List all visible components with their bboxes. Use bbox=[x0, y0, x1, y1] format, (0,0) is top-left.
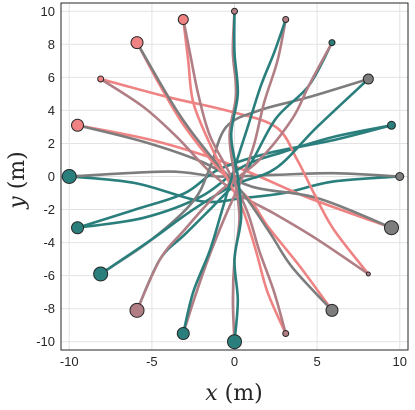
trajectory-line-20 bbox=[229, 9, 243, 344]
y-tick-label: 8 bbox=[48, 37, 55, 52]
y-tick-label: -4 bbox=[43, 235, 55, 250]
x-tick-label: 0 bbox=[231, 354, 238, 369]
agent-start-marker-11 bbox=[130, 36, 144, 50]
agent-start-marker-15 bbox=[177, 14, 189, 26]
y-tick-label: 10 bbox=[41, 4, 55, 19]
x-tick-label: -5 bbox=[146, 354, 158, 369]
trajectory-line-8 bbox=[99, 77, 370, 276]
agent-start-marker-7 bbox=[97, 75, 105, 83]
trajectories bbox=[67, 9, 402, 344]
y-tick-labels: -10 -8 -6 -4 -2 0 2 4 6 8 10 bbox=[36, 4, 55, 349]
agent-start-marker-20 bbox=[227, 334, 242, 350]
plot-frame bbox=[60, 2, 409, 351]
agent-start-marker-2 bbox=[395, 172, 405, 181]
agent-start-marker-19 bbox=[231, 7, 238, 15]
agent-start-marker-9 bbox=[362, 73, 374, 85]
agent-markers bbox=[61, 7, 405, 350]
y-tick-label: 0 bbox=[48, 169, 55, 184]
y-tick-label: -6 bbox=[43, 268, 55, 283]
trajectory-line-5 bbox=[76, 123, 393, 230]
trajectory-line-16 bbox=[181, 18, 288, 335]
x-tick-label: 10 bbox=[393, 354, 407, 369]
agent-start-marker-5 bbox=[386, 120, 396, 130]
y-tick-label: -2 bbox=[43, 202, 55, 217]
y-tick-label: 4 bbox=[48, 103, 55, 118]
x-tick-label: -10 bbox=[60, 354, 79, 369]
x-axis-label: x (m) bbox=[205, 381, 262, 406]
agent-start-marker-17 bbox=[282, 16, 290, 24]
agent-start-marker-16 bbox=[282, 329, 290, 337]
y-tick-label: 2 bbox=[48, 136, 55, 151]
agent-start-marker-13 bbox=[328, 39, 336, 47]
agent-start-marker-1 bbox=[61, 169, 77, 184]
agent-start-marker-3 bbox=[71, 118, 85, 132]
y-tick-label: -10 bbox=[36, 334, 55, 349]
trajectory-line-17 bbox=[181, 18, 288, 335]
agent-start-marker-6 bbox=[71, 221, 85, 235]
agent-start-marker-4 bbox=[383, 220, 399, 236]
y-axis-label: y (m) bbox=[5, 151, 30, 209]
x-tick-labels: -10 -5 0 5 10 bbox=[60, 354, 407, 369]
agent-start-marker-10 bbox=[93, 266, 109, 282]
trajectory-line-19 bbox=[228, 9, 241, 344]
x-tick-label: 5 bbox=[314, 354, 321, 369]
agent-start-marker-8 bbox=[365, 271, 371, 277]
y-tick-label: 6 bbox=[48, 70, 55, 85]
agent-start-marker-18 bbox=[176, 326, 190, 340]
agent-start-marker-14 bbox=[129, 302, 145, 318]
y-tick-label: -8 bbox=[43, 301, 55, 316]
trajectory-line-12 bbox=[135, 41, 334, 312]
trajectory-line-15 bbox=[181, 18, 288, 335]
agent-start-marker-12 bbox=[325, 303, 339, 317]
